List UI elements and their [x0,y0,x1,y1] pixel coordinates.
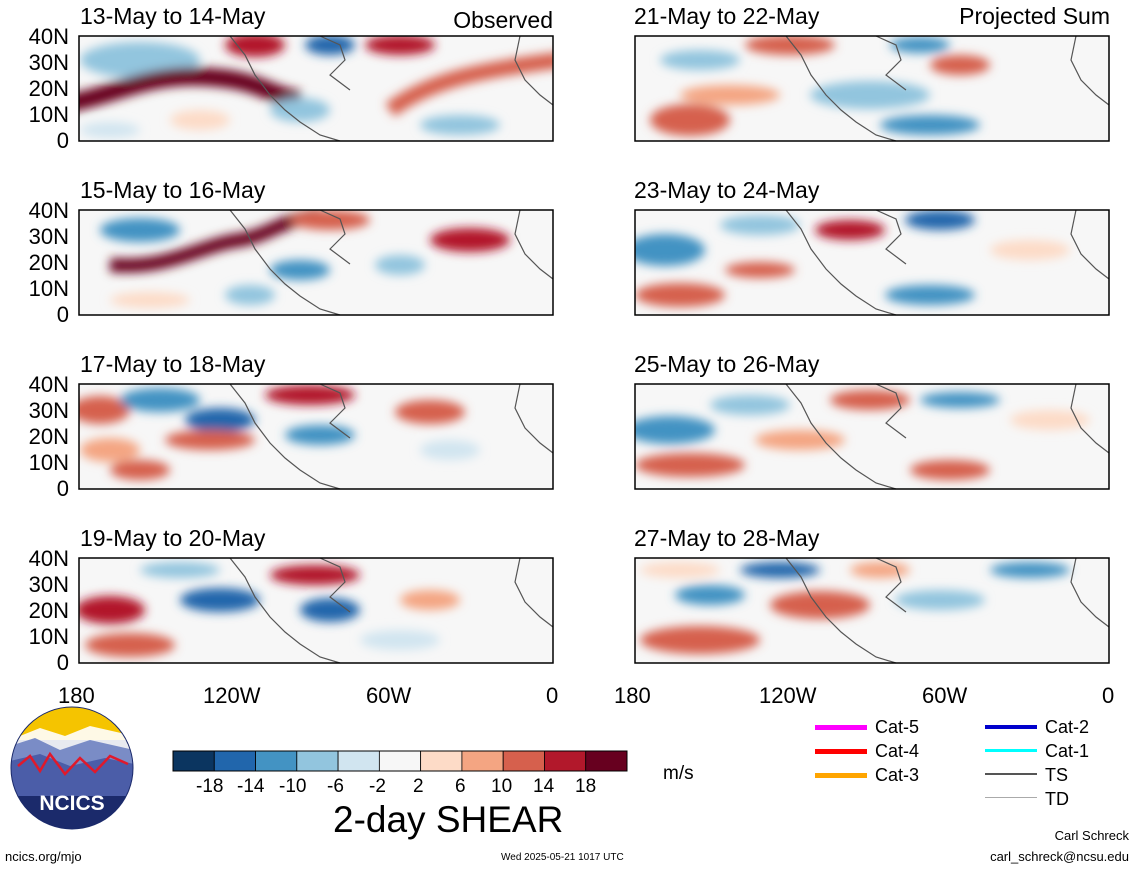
legend-swatch-cat4 [815,749,867,754]
y-tick: 0 [56,302,69,327]
logo-text: NCICS [39,792,104,815]
x-tick: 0 [1102,683,1115,708]
map-panel-8 [635,558,1109,663]
y-tick: 40N [28,372,69,397]
legend-label-cat1: Cat-1 [1045,741,1090,761]
panel-title-2: 15-May to 16-May [80,177,266,203]
timestamp: Wed 2025-05-21 1017 UTC [501,852,624,863]
map-panel-5 [635,36,1109,141]
x-tick: 0 [546,683,559,708]
colorbar-swatch [585,750,628,772]
colorbar-swatch [296,750,339,772]
map-panel-3 [79,384,553,489]
author-name: Carl Schreck [1054,828,1129,843]
y-tick: 20N [28,598,69,623]
colorbar-tick: 18 [575,776,597,797]
colorbar-swatch [172,750,215,772]
colorbar-tick: -2 [369,776,386,797]
legend-swatch-cat1 [985,749,1037,752]
y-tick: 30N [28,398,69,423]
y-tick: 20N [28,76,69,101]
x-tick: 120W [203,683,261,708]
y-tick: 30N [28,572,69,597]
legend-label-td: TD [1045,789,1069,809]
legend-label-ts: TS [1045,765,1069,785]
panel-frames [78,35,1110,664]
x-tick: 180 [614,683,651,708]
colorbar-tick: 14 [533,776,555,797]
x-tick: 60W [366,683,412,708]
x-tick: 120W [759,683,817,708]
map-panel-2 [79,210,553,315]
colorbar-swatch [420,750,463,772]
y-tick: 10N [28,450,69,475]
panel-title-3: 17-May to 18-May [80,351,266,377]
legend-swatch-cat2 [985,725,1037,729]
colorbar-swatch [544,750,587,772]
site-url: ncics.org/mjo [5,849,82,864]
map-panel-4 [79,558,553,663]
y-tick: 0 [56,476,69,501]
y-tick: 10N [28,276,69,301]
colorbar-swatch [502,750,545,772]
colorbar-tick: -14 [237,776,265,797]
panel-title-5: 21-May to 22-May [634,3,820,29]
y-tick: 0 [56,128,69,153]
y-tick: 10N [28,624,69,649]
y-tick: 10N [28,102,69,127]
colorbar-tick: -18 [196,776,224,797]
colorbar-title: 2-day SHEAR [333,799,564,840]
y-tick: 40N [28,546,69,571]
panel-title-1: 13-May to 14-May [80,3,266,29]
colorbar-units: m/s [663,763,694,784]
y-tick: 30N [28,50,69,75]
colorbar-swatch [337,750,380,772]
y-tick: 20N [28,424,69,449]
y-tick: 20N [28,250,69,275]
colorbar-tick: 2 [413,776,424,797]
colorbar-swatch [255,750,298,772]
author-email: carl_schreck@ncsu.edu [990,849,1129,864]
colorbar-tick: 10 [491,776,513,797]
colorbar-swatch [213,750,256,772]
y-tick: 30N [28,224,69,249]
projected-sum-label: Projected Sum [959,3,1110,29]
colorbar-swatch [378,750,422,772]
panel-title-8: 27-May to 28-May [634,525,820,551]
panel-title-7: 25-May to 26-May [634,351,820,377]
legend-swatch-cat3 [815,773,867,778]
map-panel-1 [79,36,553,141]
panel-title-6: 23-May to 24-May [634,177,820,203]
legend-label-cat4: Cat-4 [875,741,920,761]
legend-swatch-ts [985,773,1037,775]
observed-label: Observed [453,7,553,33]
colorbar-tick: 6 [455,776,466,797]
legend-label-cat5: Cat-5 [875,717,920,737]
y-tick: 0 [56,650,69,675]
x-tick: 60W [922,683,968,708]
y-tick: 40N [28,24,69,49]
colorbar-tick: -6 [327,776,344,797]
colorbar [172,750,628,772]
coastlines [229,35,1110,664]
map-panel-6 [635,210,1109,315]
y-tick: 40N [28,198,69,223]
legend-label-cat2: Cat-2 [1045,717,1090,737]
colorbar-swatch [461,750,504,772]
legend-label-cat3: Cat-3 [875,765,920,785]
ncics-logo: NCICS [10,706,134,830]
legend-swatch-cat5 [815,725,867,730]
map-panels [78,35,1110,664]
x-tick: 180 [58,683,95,708]
colorbar-tick: -10 [279,776,307,797]
panel-title-4: 19-May to 20-May [80,525,266,551]
map-panel-7 [635,384,1109,489]
legend-swatch-td [985,797,1037,798]
